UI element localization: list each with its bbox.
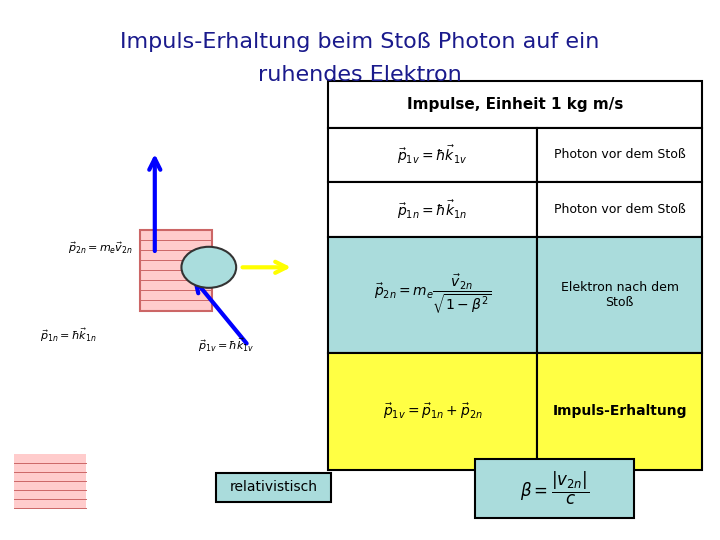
Text: Photon vor dem Stoß: Photon vor dem Stoß: [554, 203, 685, 216]
Text: relativistisch: relativistisch: [230, 481, 318, 494]
Bar: [328, 182, 537, 237]
Bar: [216, 472, 331, 502]
Text: $\vec{p}_{1n} = \hbar\vec{k}_{1n}$: $\vec{p}_{1n} = \hbar\vec{k}_{1n}$: [397, 198, 467, 221]
Text: Impuls-Erhaltung beim Stoß Photon auf ein: Impuls-Erhaltung beim Stoß Photon auf ei…: [120, 32, 600, 52]
Text: Elektron nach dem
Stoß: Elektron nach dem Stoß: [561, 281, 679, 309]
Bar: [475, 459, 634, 518]
Bar: [140, 230, 212, 310]
Text: $\vec{p}_{2n} = m_e\vec{v}_{2n}$: $\vec{p}_{2n} = m_e\vec{v}_{2n}$: [68, 240, 133, 256]
Bar: [537, 127, 702, 182]
Text: ruhendes Elektron: ruhendes Elektron: [258, 65, 462, 85]
Text: $\vec{p}_{1n} = \hbar\vec{k}_{1n}$: $\vec{p}_{1n} = \hbar\vec{k}_{1n}$: [40, 326, 96, 343]
Bar: [328, 353, 537, 470]
Bar: [537, 182, 702, 237]
Text: Impuls-Erhaltung: Impuls-Erhaltung: [552, 404, 687, 418]
Bar: [140, 230, 212, 310]
Bar: [537, 237, 702, 353]
Text: Impulse, Einheit 1 kg m/s: Impulse, Einheit 1 kg m/s: [407, 97, 623, 112]
Bar: [328, 237, 537, 353]
Text: $\beta = \dfrac{|v_{2n}|}{c}$: $\beta = \dfrac{|v_{2n}|}{c}$: [520, 470, 589, 507]
Bar: [328, 81, 702, 127]
Text: $\vec{p}_{1v} = \vec{p}_{1n} + \vec{p}_{2n}$: $\vec{p}_{1v} = \vec{p}_{1n} + \vec{p}_{…: [382, 402, 482, 421]
Text: $\vec{p}_{2n} = m_e \dfrac{\vec{v}_{2n}}{\sqrt{1-\beta^2}}$: $\vec{p}_{2n} = m_e \dfrac{\vec{v}_{2n}}…: [374, 273, 491, 316]
Text: Photon vor dem Stoß: Photon vor dem Stoß: [554, 148, 685, 161]
Circle shape: [181, 247, 236, 288]
Bar: [14, 454, 86, 508]
Text: $\vec{p}_{1v} = \hbar\vec{k}_{1v}$: $\vec{p}_{1v} = \hbar\vec{k}_{1v}$: [397, 144, 467, 166]
Bar: [328, 127, 537, 182]
Text: $\vec{p}_{1v} = \hbar\vec{k}_{1v}$: $\vec{p}_{1v} = \hbar\vec{k}_{1v}$: [198, 337, 255, 354]
Bar: [537, 353, 702, 470]
